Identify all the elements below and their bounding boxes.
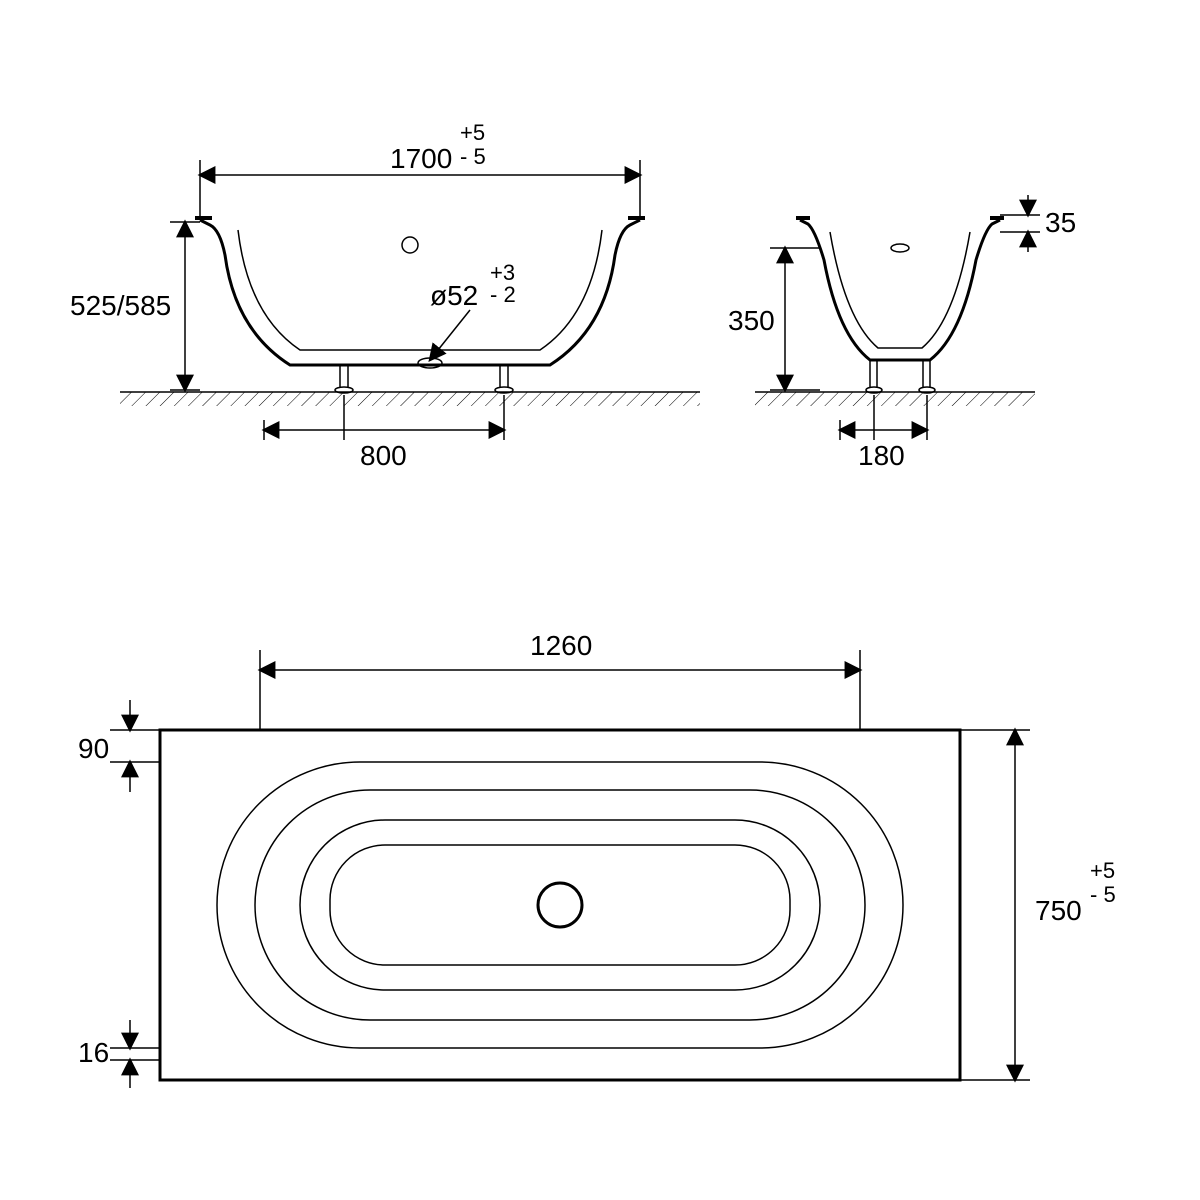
- dim-drain-tolm: - 2: [490, 282, 516, 307]
- dim-plan-width-tolp: +5: [1090, 858, 1115, 883]
- dim-drain: ø52: [430, 280, 478, 311]
- dim-plan-length: 1260: [530, 630, 592, 661]
- dim-plan-rim16: 16: [78, 1037, 109, 1068]
- front-elevation: 1700 +5 - 5 525/585 800 ø52 +3 - 2: [70, 120, 700, 471]
- dim-plan-width: 750: [1035, 895, 1082, 926]
- dim-plan-rim90: 90: [78, 733, 109, 764]
- dim-front-height: 525/585: [70, 290, 171, 321]
- dim-front-width: 1700: [390, 143, 452, 174]
- dim-end-depth: 350: [728, 305, 775, 336]
- dim-front-width-tolp: +5: [460, 120, 485, 145]
- dim-end-feet: 180: [858, 440, 905, 471]
- dim-front-feet: 800: [360, 440, 407, 471]
- dim-front-width-tolm: - 5: [460, 144, 486, 169]
- dim-rim: 35: [1045, 207, 1076, 238]
- dim-plan-width-tolm: - 5: [1090, 882, 1116, 907]
- end-elevation: 350 180 35: [728, 195, 1076, 471]
- plan-view: 1260 90 16 750 +5 - 5: [78, 630, 1116, 1088]
